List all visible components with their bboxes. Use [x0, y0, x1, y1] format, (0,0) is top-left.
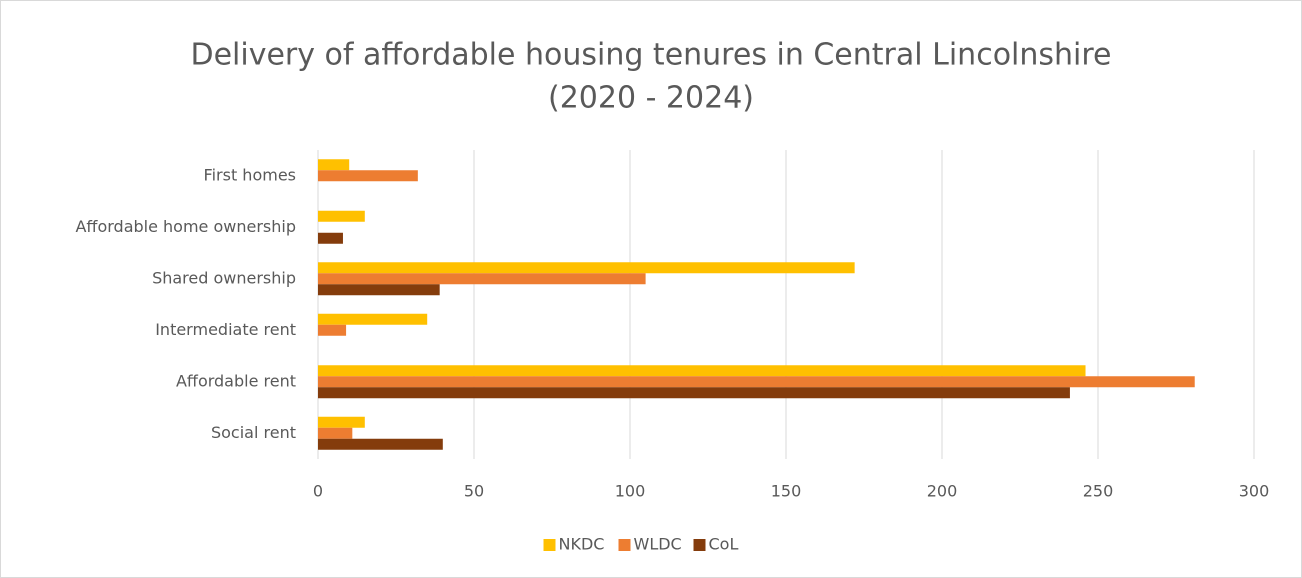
x-tick-label: 250	[1083, 482, 1114, 501]
bar	[318, 232, 343, 244]
x-tick-label: 200	[927, 482, 958, 501]
x-tick-label: 150	[771, 482, 802, 501]
legend-label: CoL	[709, 535, 739, 554]
y-tick-label: Shared ownership	[152, 268, 296, 287]
bar	[318, 159, 350, 171]
bar	[318, 376, 1195, 388]
bar	[318, 365, 1086, 377]
chart-title: (2020 - 2024)	[548, 81, 754, 116]
legend-swatch	[543, 539, 556, 551]
bar	[318, 324, 347, 336]
y-tick-label: Affordable home ownership	[75, 217, 296, 236]
y-tick-label: Affordable rent	[176, 371, 296, 390]
legend-swatch	[618, 539, 631, 551]
bar	[318, 210, 365, 222]
bar	[318, 284, 440, 296]
x-tick-label: 0	[313, 482, 323, 501]
bar	[318, 416, 365, 428]
legend-label: WLDC	[634, 535, 682, 554]
bar	[318, 273, 646, 285]
x-tick-label: 300	[1239, 482, 1270, 501]
bar	[318, 313, 428, 325]
y-tick-label: Intermediate rent	[155, 320, 296, 339]
x-tick-label: 50	[464, 482, 484, 501]
chart-title: Delivery of affordable housing tenures i…	[190, 38, 1111, 73]
bar	[318, 387, 1070, 399]
legend-swatch	[693, 539, 706, 551]
x-tick-label: 100	[615, 482, 646, 501]
y-tick-label: First homes	[204, 165, 296, 184]
bar	[318, 170, 418, 182]
y-tick-label: Social rent	[211, 423, 296, 442]
bar	[318, 438, 443, 450]
bar	[318, 427, 353, 439]
bar	[318, 262, 855, 274]
legend-label: NKDC	[559, 535, 605, 554]
